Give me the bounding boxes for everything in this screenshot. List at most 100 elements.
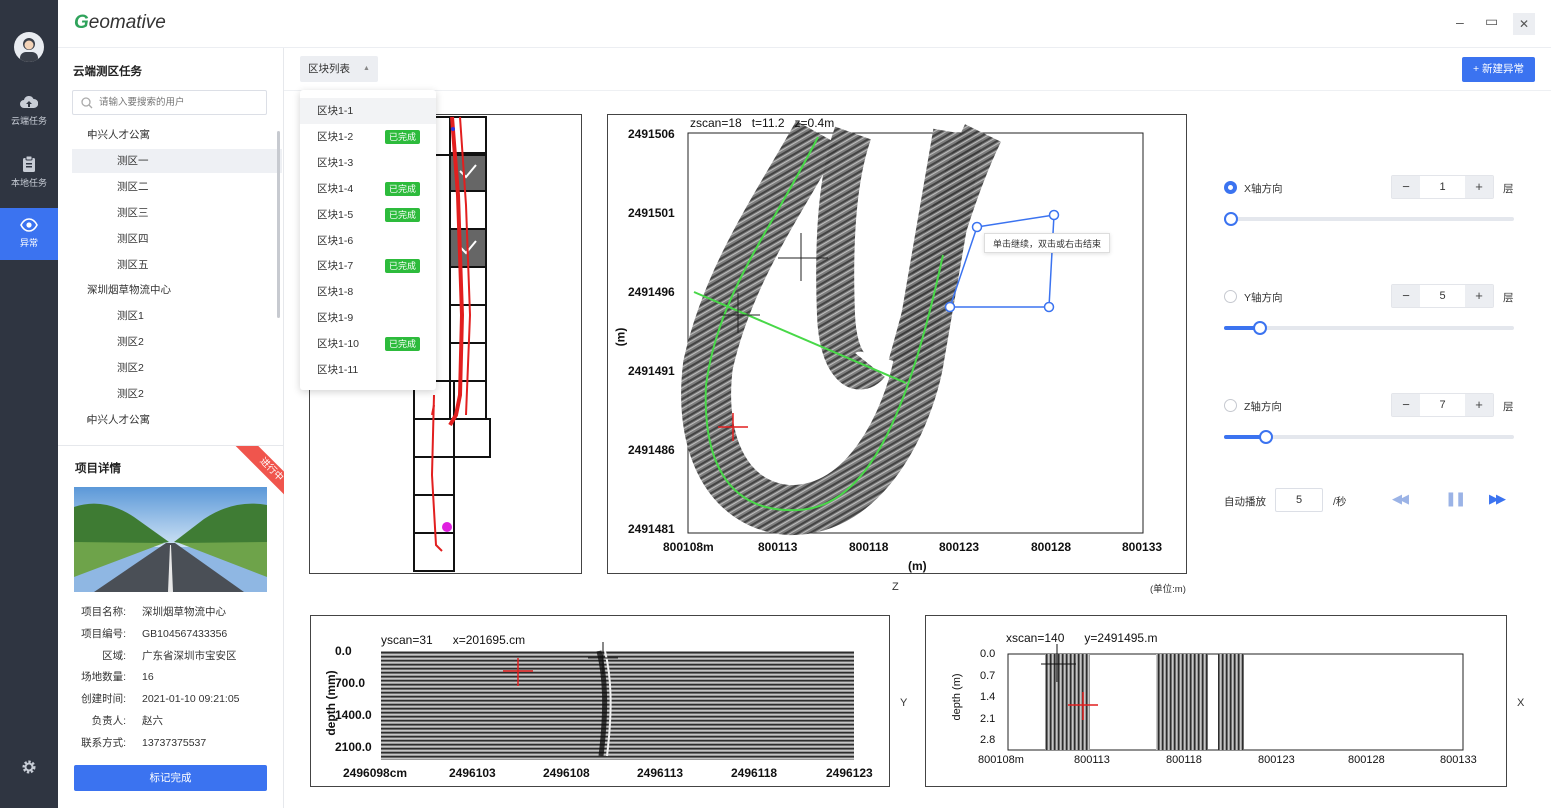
layer-stepper[interactable]: − 1 + xyxy=(1391,175,1494,199)
plus-button[interactable]: + xyxy=(1465,285,1493,307)
tick-label: 800108m xyxy=(663,540,714,554)
draw-tooltip: 单击继续，双击或右击结束 xyxy=(984,233,1111,253)
task-tree: ▼ 中兴人才公寓 测区一 测区二 测区三 测区四测区五 ▼ 深圳烟草物流中心测区1 测区2 测区2… xyxy=(72,123,282,433)
minus-button[interactable]: − xyxy=(1392,394,1420,416)
tree-group-item[interactable]: ▼ 深圳烟草物流中心 xyxy=(72,278,282,302)
tick-label: 800123 xyxy=(939,540,980,554)
block-list-item[interactable]: 区块1-5 已完成 xyxy=(300,202,436,228)
slider-knob[interactable] xyxy=(1224,212,1238,226)
done-badge: 已完成 xyxy=(385,337,421,352)
tree-group-item[interactable]: ▶ 中兴人才公寓 xyxy=(72,408,282,432)
block-list-item[interactable]: 区块1-3 xyxy=(300,150,436,176)
info-row: 创建时间: 2021-01-10 09:21:05 xyxy=(74,690,239,708)
block-list-item[interactable]: 区块1-11 xyxy=(300,357,436,383)
nav-cloud-tasks[interactable]: 云端任务 xyxy=(0,95,58,145)
tree-leaf-item[interactable]: 测区四 xyxy=(72,227,282,251)
caret-icon[interactable]: ▼ xyxy=(87,285,95,295)
xscan-panel[interactable]: xscan=140 y=2491495.m depth (m) 0.0 0.7 1.… xyxy=(925,615,1507,787)
layer-slider[interactable] xyxy=(1224,321,1514,335)
tree-item-label: 测区1 xyxy=(117,310,144,323)
layer-value[interactable]: 1 xyxy=(1439,181,1446,193)
tree-item-label: 测区2 xyxy=(117,362,144,375)
plus-button[interactable]: + xyxy=(1465,394,1493,416)
block-list-item[interactable]: 区块1-10 已完成 xyxy=(300,331,436,357)
tree-leaf-item[interactable]: 测区2 xyxy=(72,330,282,354)
tree-leaf-item[interactable]: 测区一 xyxy=(72,148,282,173)
tree-leaf-item[interactable]: 测区二 xyxy=(72,175,282,199)
axis-radio[interactable] xyxy=(1224,399,1237,412)
brand-logo: Geomative xyxy=(74,12,166,33)
plus-button[interactable]: + xyxy=(1465,176,1493,198)
info-key: 联系方式: xyxy=(81,736,126,749)
block-label: 区块1-3 xyxy=(317,156,354,169)
autoplay-input[interactable]: 5 xyxy=(1275,488,1323,512)
info-key: 创建时间: xyxy=(81,693,126,706)
nav-anomaly[interactable]: 异常 xyxy=(0,208,58,260)
layer-stepper[interactable]: − 5 + xyxy=(1391,284,1494,308)
block-list-item[interactable]: 区块1-7 已完成 xyxy=(300,253,436,279)
tick-label: 2496118 xyxy=(731,766,778,780)
avatar[interactable] xyxy=(14,32,44,62)
gear-icon[interactable] xyxy=(21,759,37,778)
close-button[interactable]: ✕ xyxy=(1513,13,1535,35)
tree-scrollbar[interactable] xyxy=(277,131,280,318)
tree-leaf-item[interactable]: 测区五 xyxy=(72,253,282,277)
block-label: 区块1-9 xyxy=(317,312,354,325)
minus-button[interactable]: − xyxy=(1392,285,1420,307)
maximize-button[interactable]: ▭ xyxy=(1485,13,1499,29)
block-list-select[interactable]: 区块列表 ▲ xyxy=(300,56,378,82)
layer-value[interactable]: 7 xyxy=(1439,399,1446,411)
tick-label: 800113 xyxy=(758,540,798,554)
axis-radio[interactable] xyxy=(1224,181,1237,194)
block-label: 区块1-1 xyxy=(317,105,354,117)
icon-sidebar: 云端任务 本地任务 异常 xyxy=(0,0,58,808)
layer-slider[interactable] xyxy=(1224,212,1514,226)
project-title: 项目详情 xyxy=(75,463,121,475)
autoplay-label: 自动播放 xyxy=(1224,496,1266,508)
minus-button[interactable]: − xyxy=(1392,176,1420,198)
block-label: 区块1-7 xyxy=(317,260,354,273)
xscan-header: xscan=140 y=2491495.m xyxy=(1006,631,1158,645)
pause-button[interactable]: ❚❚ xyxy=(1445,490,1467,506)
forward-button[interactable]: ▶▶ xyxy=(1489,491,1506,506)
info-key: 负责人: xyxy=(91,715,126,727)
tree-leaf-item[interactable]: 测区2 xyxy=(72,382,282,406)
block-list-item[interactable]: 区块1-9 xyxy=(300,305,436,331)
tick-label: 2496123 xyxy=(826,766,873,780)
tick-label: 800118 xyxy=(1166,754,1202,766)
tree-item-label: 测区五 xyxy=(117,258,149,271)
layer-value[interactable]: 5 xyxy=(1439,290,1446,302)
rewind-button[interactable]: ◀◀ xyxy=(1392,491,1409,506)
nav-local-tasks[interactable]: 本地任务 xyxy=(0,155,58,205)
search-input-wrap[interactable] xyxy=(72,90,267,115)
slider-knob[interactable] xyxy=(1253,321,1267,335)
nav-label: 云端任务 xyxy=(10,116,47,126)
tree-leaf-item[interactable]: 测区三 xyxy=(72,201,282,225)
zscan-y-unit: (m) xyxy=(613,327,628,347)
block-list-item[interactable]: 区块1-2 已完成 xyxy=(300,124,436,150)
axis-radio[interactable] xyxy=(1224,290,1237,303)
tick-label: 800128 xyxy=(1348,754,1385,766)
block-list-item[interactable]: 区块1-4 已完成 xyxy=(300,176,436,202)
yscan-panel[interactable]: yscan=31 x=201695.cm depth (mm) 0.0 700.0… xyxy=(310,615,890,787)
zscan-panel[interactable]: zscan=18 t=11.2 z=0.4m 2491506 2491501 249… xyxy=(607,114,1187,574)
slider-knob[interactable] xyxy=(1259,430,1273,444)
layer-stepper[interactable]: − 7 + xyxy=(1391,393,1494,417)
block-list-item[interactable]: 区块1-1 xyxy=(300,98,436,124)
block-list-item[interactable]: 区块1-8 xyxy=(300,279,436,305)
search-input[interactable] xyxy=(99,94,259,111)
layer-slider[interactable] xyxy=(1224,430,1514,444)
tick-label: 800128 xyxy=(1031,540,1072,554)
tree-leaf-item[interactable]: 测区1 xyxy=(72,304,282,328)
new-anomaly-button[interactable]: + 新建异常 xyxy=(1462,57,1535,82)
mark-complete-button[interactable]: 标记完成 xyxy=(74,765,267,791)
info-row: 联系方式: 13737375537 xyxy=(74,734,206,752)
minimize-button[interactable]: – xyxy=(1456,14,1464,30)
caret-icon[interactable]: ▼ xyxy=(87,130,95,139)
block-list-item[interactable]: 区块1-6 xyxy=(300,228,436,254)
info-key: 区域: xyxy=(102,649,126,662)
tree-group-item[interactable]: ▼ 中兴人才公寓 xyxy=(72,123,282,147)
caret-icon[interactable]: ▶ xyxy=(87,414,94,424)
tree-leaf-item[interactable]: 测区2 xyxy=(72,356,282,380)
tick-label: 800118 xyxy=(849,540,889,554)
